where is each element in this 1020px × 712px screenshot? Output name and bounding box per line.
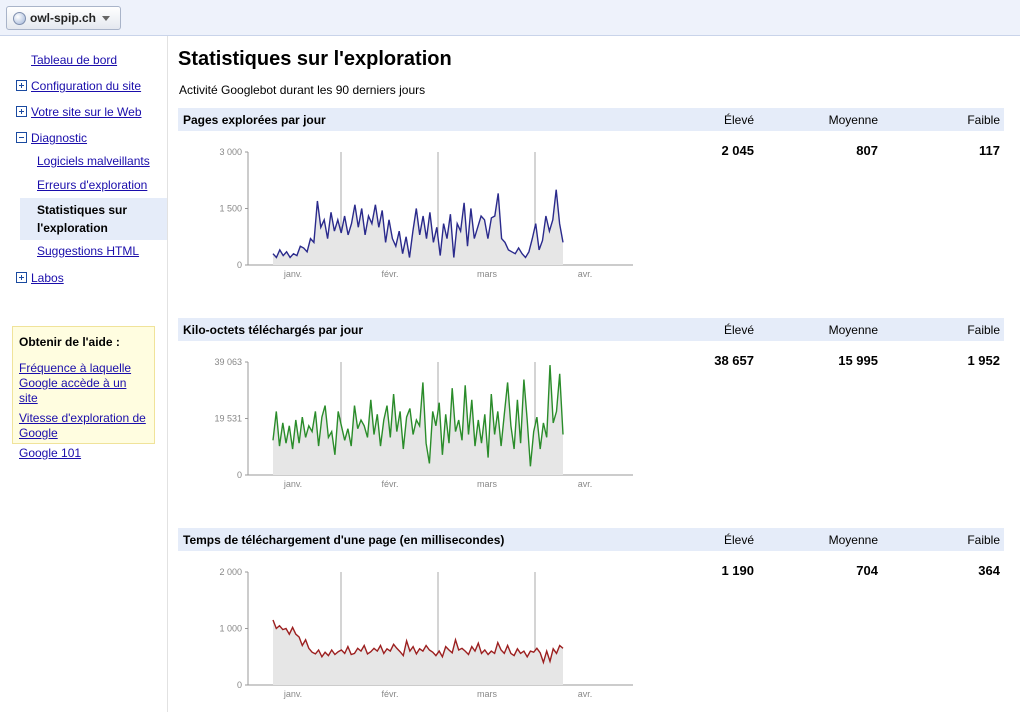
section-title: Kilo-octets téléchargés par jour (183, 323, 364, 337)
chart-pages-crawled: 0 1 500 3 000 janv. févr. mars avr. (219, 147, 633, 279)
globe-icon (13, 11, 26, 25)
x-tick-label: avr. (578, 479, 593, 489)
chevron-down-icon (102, 15, 110, 21)
value-average: 704 (856, 563, 878, 578)
sidebar-item-your-site[interactable]: Votre site sur le Web (31, 105, 142, 119)
col-avg-header: Moyenne (828, 533, 878, 547)
sidebar: Tableau de bord Configuration du site Vo… (0, 36, 168, 712)
sidebar-item-configuration[interactable]: Configuration du site (31, 79, 142, 93)
col-avg-header: Moyenne (828, 323, 878, 337)
col-high-header: Élevé (723, 323, 754, 337)
sidebar-item-crawl-errors[interactable]: Erreurs d'exploration (37, 178, 148, 192)
site-name: owl-spip.ch (30, 11, 96, 25)
sidebar-item-label: Statistiques sur l'exploration (37, 203, 128, 235)
value-average: 15 995 (838, 353, 878, 368)
expand-plus-icon[interactable] (16, 80, 27, 91)
y-tick-label: 1 500 (219, 204, 242, 214)
y-tick-label: 0 (237, 470, 242, 480)
y-tick-label: 1 000 (219, 624, 242, 634)
x-tick-label: mars (477, 689, 497, 699)
collapse-minus-icon[interactable] (16, 132, 27, 143)
value-average: 807 (856, 143, 878, 158)
help-box: Obtenir de l'aide : Fréquence à laquelle… (12, 326, 155, 460)
y-tick-label: 0 (237, 260, 242, 270)
x-tick-label: mars (477, 479, 497, 489)
sidebar-item-diagnostic[interactable]: Diagnostic (31, 131, 88, 145)
sidebar-item-html-suggestions[interactable]: Suggestions HTML (37, 244, 140, 258)
x-tick-label: avr. (578, 269, 593, 279)
x-tick-label: janv. (283, 479, 302, 489)
col-high-header: Élevé (723, 533, 754, 547)
expand-plus-icon[interactable] (16, 106, 27, 117)
x-tick-label: févr. (381, 269, 398, 279)
col-avg-header: Moyenne (828, 113, 878, 127)
help-link-crawl-rate[interactable]: Fréquence à laquelle Google accède à un … (19, 361, 132, 405)
series-area (273, 189, 563, 265)
section-header: Pages explorées par jour Élevé Moyenne F… (178, 108, 1004, 131)
help-link-google-101[interactable]: Google 101 (19, 446, 82, 460)
series-line (272, 365, 564, 467)
y-tick-label: 0 (237, 680, 242, 690)
main-content: Statistiques sur l'exploration Activité … (172, 36, 1020, 712)
x-tick-label: janv. (283, 689, 302, 699)
chart-kilobytes: 0 19 531 39 063 janv. févr. mars avr. (214, 357, 633, 489)
sidebar-item-malware[interactable]: Logiciels malveillants (37, 154, 150, 168)
sidebar-item-crawl-stats[interactable]: Statistiques sur l'exploration (20, 198, 167, 240)
x-tick-label: mars (477, 269, 497, 279)
y-tick-label: 3 000 (219, 147, 242, 157)
top-bar: owl-spip.ch (0, 0, 1020, 36)
help-title: Obtenir de l'aide : (19, 335, 120, 349)
x-tick-label: févr. (381, 689, 398, 699)
series-line (272, 619, 564, 665)
help-link-crawl-speed[interactable]: Vitesse d'exploration de Google (19, 411, 146, 440)
y-tick-label: 19 531 (214, 414, 242, 424)
value-low: 1 952 (967, 353, 1000, 368)
section-title: Temps de téléchargement d'une page (en m… (183, 533, 505, 547)
value-low: 364 (978, 563, 1000, 578)
x-tick-label: févr. (381, 479, 398, 489)
site-selector-dropdown[interactable]: owl-spip.ch (6, 6, 121, 30)
page-title: Statistiques sur l'exploration (178, 48, 452, 70)
value-high: 2 045 (721, 143, 754, 158)
col-low-header: Faible (967, 323, 1000, 337)
page-subtitle: Activité Googlebot durant les 90 dernier… (179, 83, 426, 97)
series-area (273, 365, 563, 475)
x-tick-label: janv. (283, 269, 302, 279)
value-high: 1 190 (721, 563, 754, 578)
col-low-header: Faible (967, 113, 1000, 127)
expand-plus-icon[interactable] (16, 272, 27, 283)
col-low-header: Faible (967, 533, 1000, 547)
y-tick-label: 39 063 (214, 357, 242, 367)
section-header: Kilo-octets téléchargés par jour Élevé M… (178, 318, 1004, 341)
sidebar-item-labs[interactable]: Labos (31, 271, 64, 285)
x-tick-label: avr. (578, 689, 593, 699)
chart-download-time: 0 1 000 2 000 janv. févr. mars avr. (219, 567, 633, 699)
y-tick-label: 2 000 (219, 567, 242, 577)
col-high-header: Élevé (723, 113, 754, 127)
value-low: 117 (979, 143, 1000, 158)
series-line (272, 189, 564, 259)
section-title: Pages explorées par jour (183, 113, 326, 127)
section-header: Temps de téléchargement d'une page (en m… (178, 528, 1004, 551)
value-high: 38 657 (714, 353, 754, 368)
sidebar-item-dashboard[interactable]: Tableau de bord (31, 53, 118, 67)
